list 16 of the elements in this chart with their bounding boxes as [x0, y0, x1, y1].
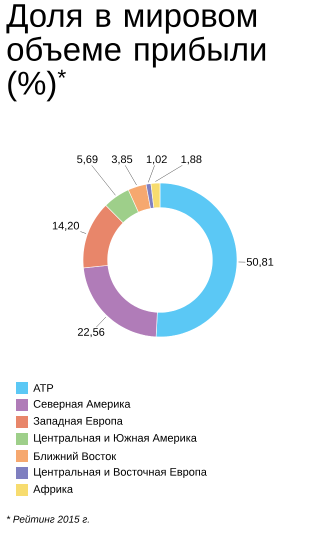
legend-label: АТР — [33, 384, 54, 392]
legend-label: Центральная и Южная Америка — [34, 434, 197, 444]
legend-label: Ближний Восток — [34, 452, 116, 460]
legend-label: Африка — [33, 484, 73, 496]
data-label: 1,88 — [181, 155, 202, 164]
text: * Рейтинг 2015 г. — [6, 515, 89, 523]
data-label: 22,56 — [78, 328, 104, 338]
chart-title: Доля в мировом объеме прибыли (%)$^{*}$ — [6, 4, 266, 102]
data-label: 14,20 — [52, 222, 80, 231]
legend-label: Центральная и Восточная Европа — [34, 468, 207, 478]
data-label: 3,85 — [112, 155, 132, 164]
data-label: 1,02 — [146, 155, 167, 164]
data-label: 5,69 — [77, 155, 98, 164]
legend-label: Северная Америка — [34, 400, 131, 410]
legend-label: Западная Европа — [34, 417, 123, 427]
data-label: 50,81 — [246, 258, 274, 268]
